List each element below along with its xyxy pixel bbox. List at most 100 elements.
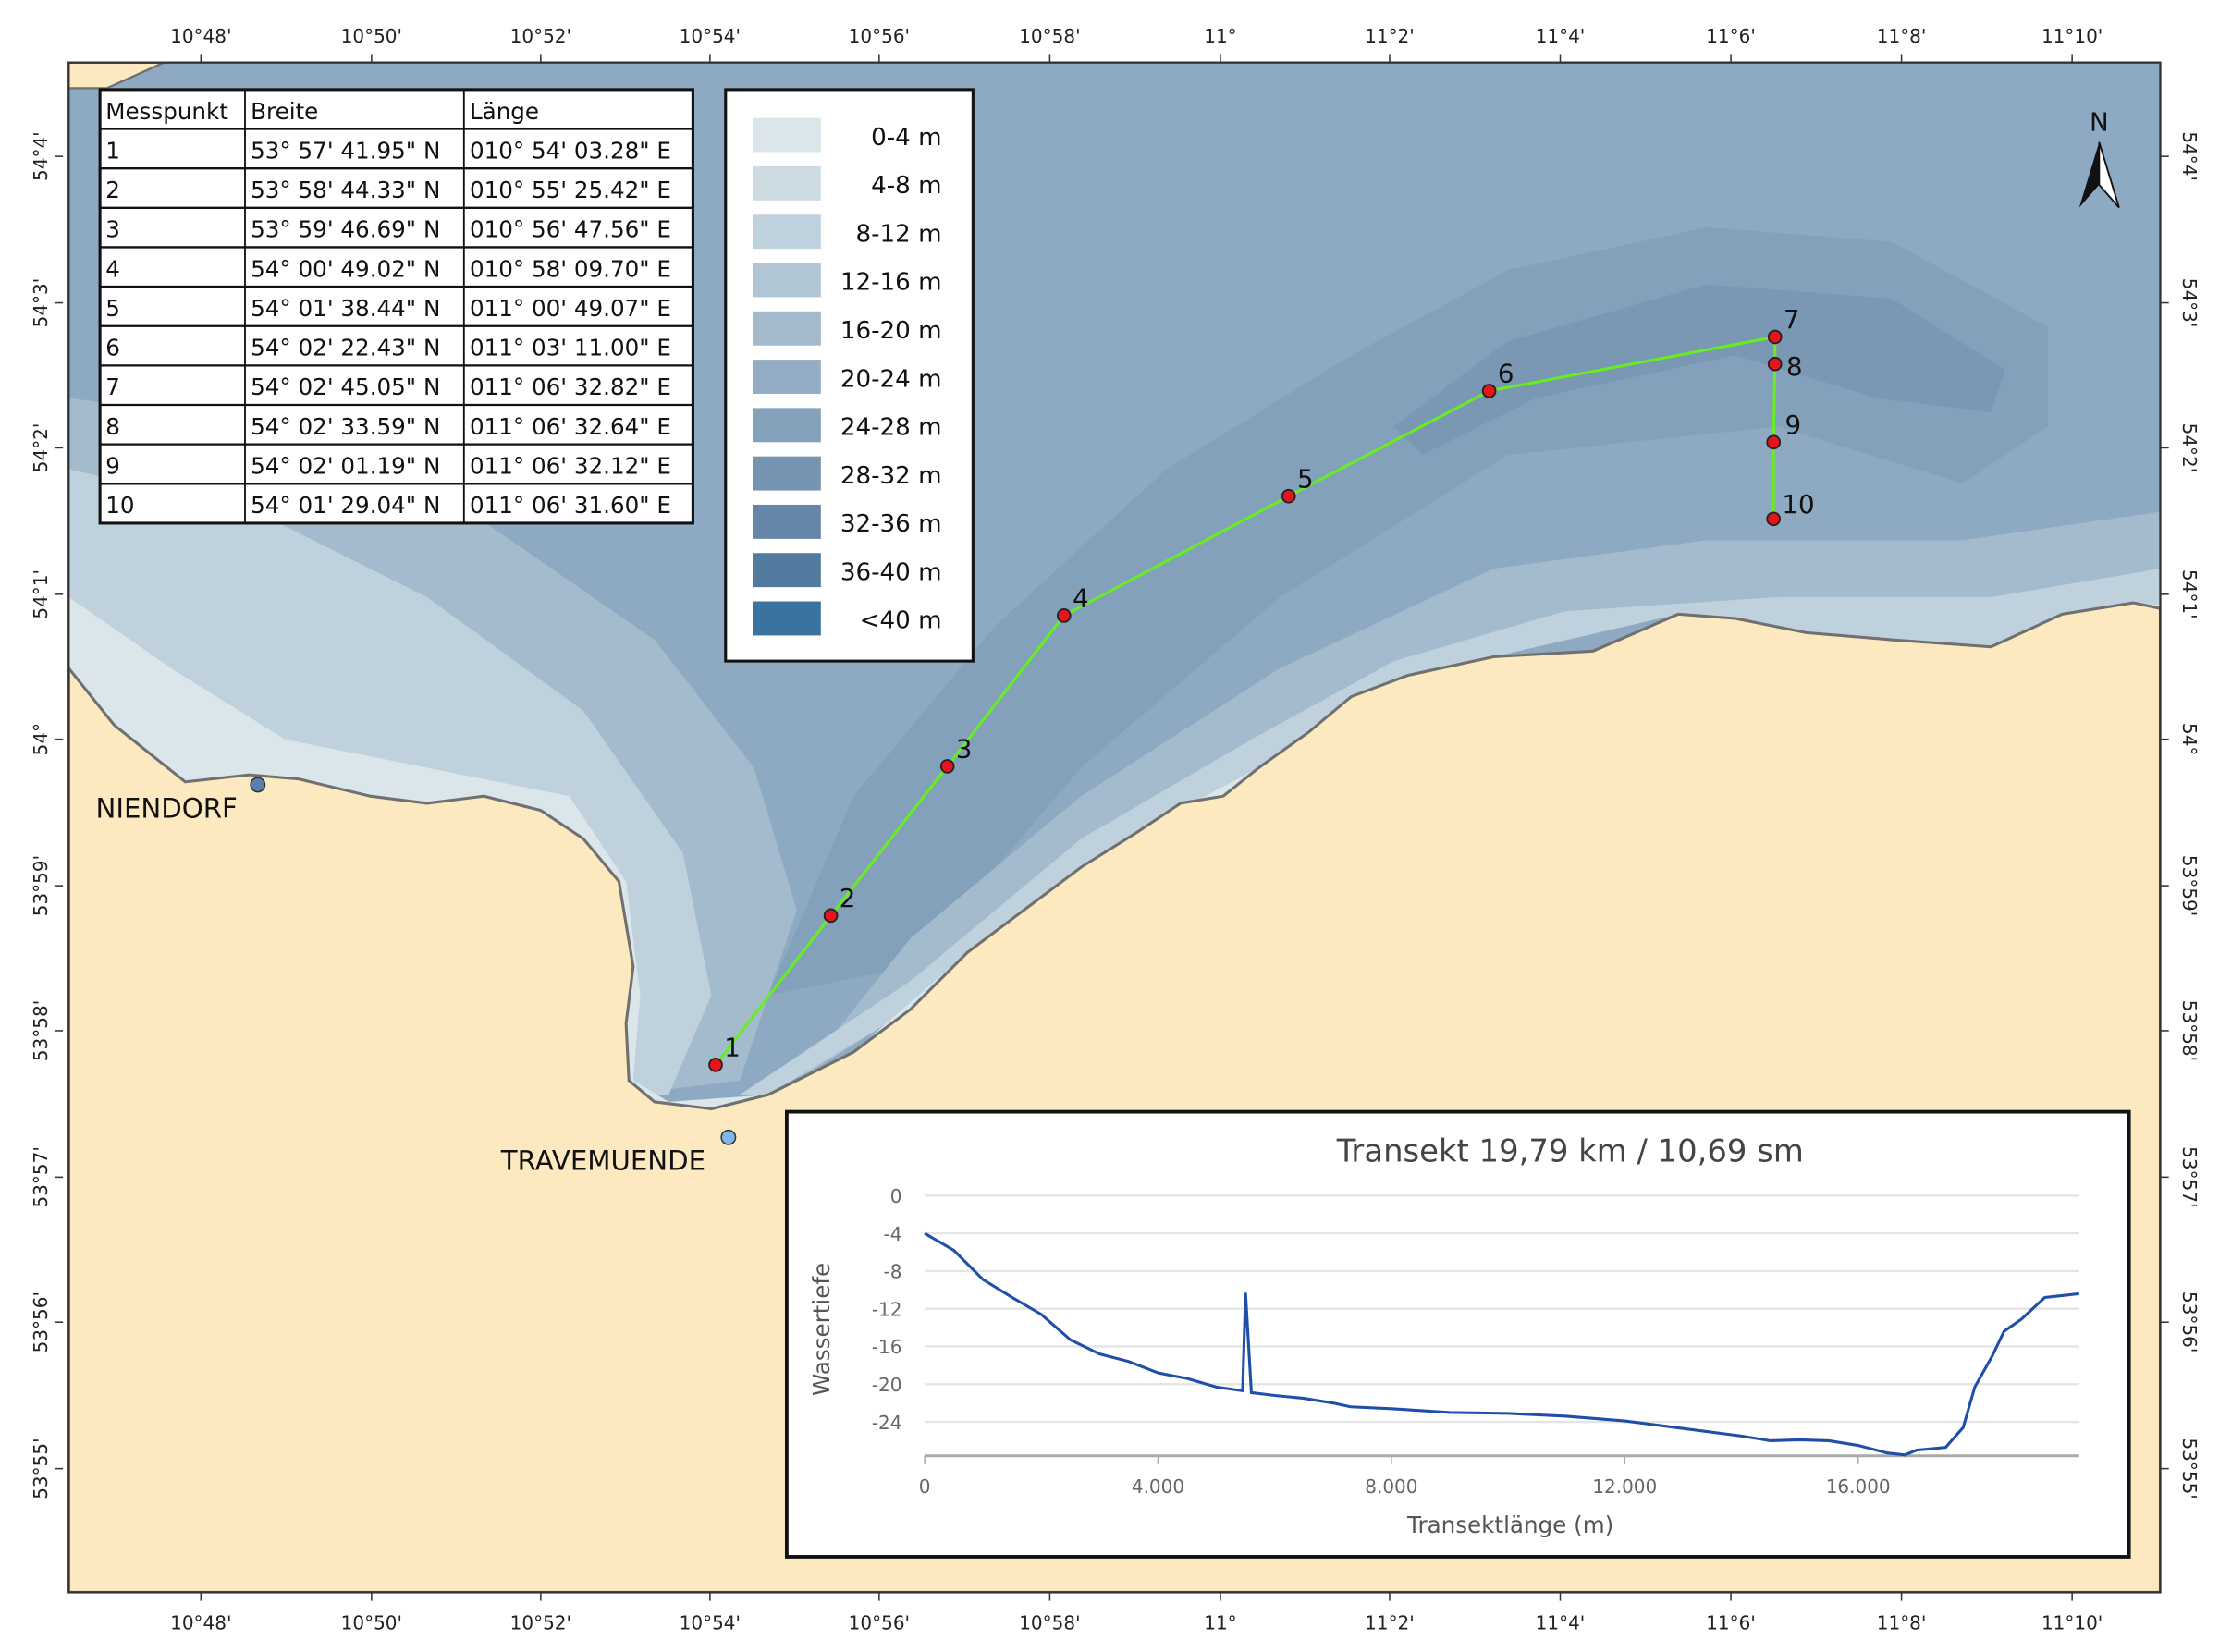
transect-line [714, 335, 1777, 1066]
legend-swatch [752, 117, 821, 153]
table-cell: 10 [105, 492, 134, 519]
latitude-tick-label: 53°59' [2178, 855, 2201, 916]
longitude-tick-label: 10°58' [1019, 25, 1080, 47]
latitude-tick-label: 53°55' [2178, 1438, 2201, 1499]
longitude-tick-label: 11°10' [2041, 25, 2103, 47]
legend-label: 16-20 m [840, 317, 942, 345]
latitude-tick-label: 53°57' [30, 1146, 52, 1207]
table-cell: 011° 06' 31.60" E [470, 492, 671, 519]
y-tick-label: -20 [872, 1374, 902, 1396]
legend-swatch [752, 504, 821, 539]
town-label-travemuende: TRAVEMUENDE [500, 1145, 705, 1177]
latitude-tick-label: 53°57' [2178, 1146, 2201, 1207]
longitude-tick-label: 10°48' [170, 1611, 231, 1634]
measurement-point-marker [1766, 511, 1782, 527]
table-cell: 2 [105, 177, 120, 203]
longitude-tick-label: 10°50' [341, 1611, 402, 1634]
measurement-points: 1 2 3 4 5 6 7 8 9 10 [708, 304, 1815, 1072]
longitude-tick-label: 10°56' [849, 25, 910, 47]
legend-swatch [752, 214, 821, 250]
table-cell: 011° 06' 32.12" E [470, 453, 671, 480]
y-tick-label: -4 [884, 1223, 902, 1245]
longitude-tick-label: 11°10' [2041, 1611, 2103, 1634]
latitude-tick-label: 54°2' [30, 423, 52, 473]
table-cell: 54° 02' 22.43" N [251, 335, 440, 361]
table-header-cell: Länge [470, 98, 539, 125]
measurement-point-label: 7 [1784, 304, 1800, 335]
depth-legend: 0-4 m 4-8 m 8-12 m 12-16 m 16-20 m 20-24 m 24-… [724, 88, 975, 663]
latitude-tick-label: 54°2' [2178, 423, 2201, 473]
measurement-point-marker [823, 908, 839, 924]
legend-swatch [752, 165, 821, 201]
table-cell: 54° 02' 01.19" N [251, 453, 440, 480]
y-tick-label: -16 [872, 1336, 902, 1358]
legend-swatch [752, 311, 821, 346]
chart-title: Transekt 19,79 km / 10,69 sm [1336, 1132, 1804, 1169]
x-tick-label: 16.000 [1826, 1475, 1891, 1498]
measurement-point-marker [1281, 488, 1296, 504]
table-cell: 6 [105, 335, 120, 361]
longitude-tick-label: 10°56' [849, 1611, 910, 1634]
table-cell: 1 [105, 137, 120, 164]
y-tick-label: 0 [890, 1185, 902, 1207]
x-tick-label: 0 [919, 1475, 931, 1498]
table-cell: 010° 56' 47.56" E [470, 216, 671, 243]
measurement-point-label: 4 [1073, 583, 1089, 614]
table-cell: 54° 01' 29.04" N [251, 492, 440, 519]
coordinates-table: Messpunkt Breite Länge 1 53° 57' 41.95" N 010… [98, 88, 694, 525]
depth-band-28-32 [1393, 284, 2005, 456]
table-header-cell: Messpunkt [105, 98, 228, 125]
depth-band-24-28 [767, 227, 2048, 996]
measurement-point-label: 8 [1786, 351, 1803, 382]
longitude-tick-label: 11°6' [1706, 25, 1756, 47]
longitude-tick-label: 11°6' [1706, 1611, 1756, 1634]
depth-band-8-12-south [740, 569, 2161, 1095]
depth-profile-chart: Transekt 19,79 km / 10,69 sm Transektlän… [784, 1109, 2131, 1559]
latitude-tick-label: 54°4' [30, 131, 52, 181]
longitude-tick-label: 11° [1204, 1611, 1236, 1634]
x-tick-label: 8.000 [1365, 1475, 1417, 1498]
longitude-tick-label: 10°54' [680, 1611, 741, 1634]
measurement-point-label: 1 [724, 1033, 741, 1063]
table-cell: 53° 57' 41.95" N [251, 137, 440, 164]
latitude-tick-label: 53°58' [2178, 1000, 2201, 1061]
table-cell: 011° 03' 11.00" E [470, 335, 671, 361]
latitude-tick-label: 53°59' [30, 855, 52, 916]
x-tick-label: 4.000 [1132, 1475, 1184, 1498]
longitude-tick-label: 11°2' [1365, 25, 1415, 47]
table-cell: 011° 06' 32.64" E [470, 413, 671, 440]
table-cell: 3 [105, 216, 120, 243]
longitude-tick-label: 10°50' [341, 25, 402, 47]
measurement-point-marker [1481, 384, 1497, 398]
table-cell: 011° 06' 32.82" E [470, 373, 671, 400]
legend-label: 32-36 m [840, 510, 942, 538]
latitude-tick-label: 53°56' [2178, 1291, 2201, 1352]
measurement-point-marker [1767, 356, 1783, 372]
latitude-tick-label: 54°3' [30, 278, 52, 328]
legend-swatch [752, 263, 821, 298]
legend-label: 4-8 m [871, 172, 941, 200]
latitude-tick-label: 54°4' [2178, 131, 2201, 181]
niendorf-marker [250, 777, 266, 793]
longitude-tick-label: 10°48' [170, 25, 231, 47]
legend-swatch [752, 553, 821, 588]
table-cell: 53° 59' 46.69" N [251, 216, 440, 243]
table-cell: 9 [105, 453, 120, 480]
table-cell: 53° 58' 44.33" N [251, 177, 440, 203]
legend-label: 12-16 m [840, 269, 942, 297]
y-tick-label: -12 [872, 1298, 902, 1320]
table-cell: 5 [105, 295, 120, 322]
longitude-tick-label: 11°8' [1877, 25, 1927, 47]
table-cell: 54° 00' 49.02" N [251, 255, 440, 282]
x-tick-label: 12.000 [1592, 1475, 1657, 1498]
table-cell: 54° 02' 33.59" N [251, 413, 440, 440]
measurement-point-label: 5 [1297, 463, 1314, 494]
depth-profile-line [924, 1231, 2079, 1457]
y-tick-label: -8 [884, 1261, 902, 1283]
latitude-tick-label: 53°56' [30, 1291, 52, 1352]
legend-label: 8-12 m [855, 220, 941, 248]
measurement-point-label: 10 [1782, 489, 1814, 520]
y-axis-label: Wassertiefe [808, 1263, 835, 1396]
longitude-tick-label: 11°4' [1536, 1611, 1586, 1634]
